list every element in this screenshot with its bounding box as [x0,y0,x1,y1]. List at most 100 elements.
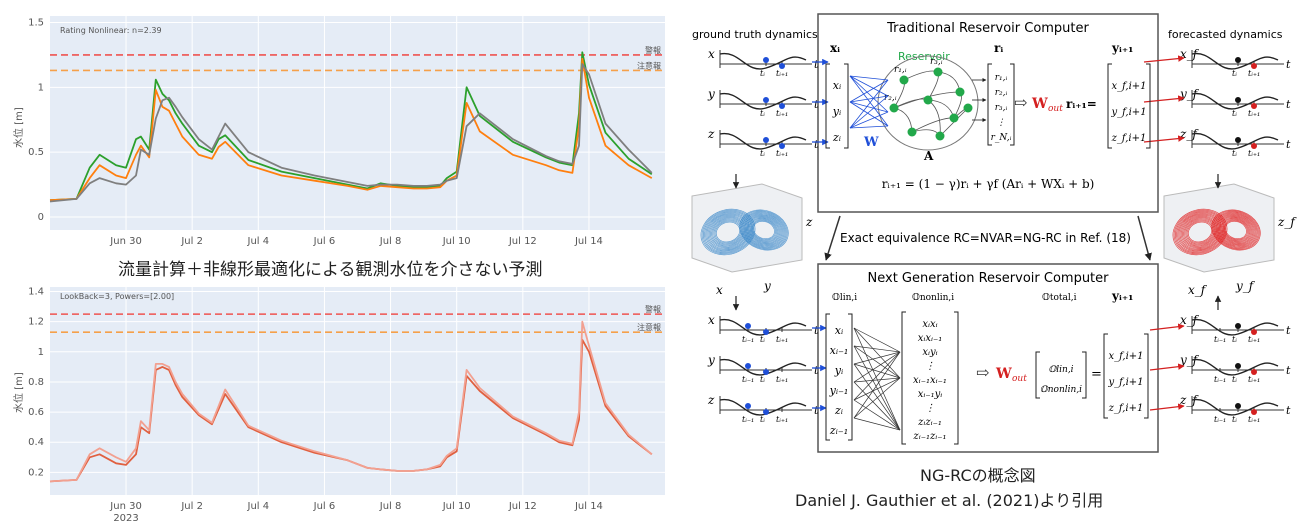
w-label: W [863,135,879,150]
time-tick-label: tᵢ [1232,335,1237,344]
attractor-loop [1179,214,1221,250]
ng-connection [853,345,901,431]
time-tick-label: tᵢ [760,149,765,158]
attractor-loop [1216,213,1256,247]
vector-entry: zᵢ₋₁zᵢ₋₁ [912,431,946,442]
sample-dot [779,63,785,69]
bracket-right [848,313,853,441]
attractor-loop [1224,220,1248,240]
x-tick-label: Jun 30 [109,236,142,247]
w-connection [849,95,889,103]
vector-entry: 𝕆nonlin,i [1040,385,1082,395]
diagram-caption-source: Daniel J. Gauthier et al. (2021)より引用 [795,491,1104,510]
ri1-eq: rᵢ₊₁= [1066,97,1097,111]
time-tick-label: tᵢ₊₁ [776,335,788,344]
ng-connection [853,345,901,379]
series-axis-label: x_f [1180,47,1200,61]
series-axis-label: x [708,47,715,61]
attractor-loop [1213,211,1259,249]
series-axis-label: z [707,393,715,407]
series-axis-label: x [708,313,715,327]
vector-entry: x_f,i+1 [1108,351,1143,362]
signal-curve [719,92,807,110]
w-connection [849,111,889,129]
w-connection [849,101,889,127]
attractor-loop [707,214,749,250]
output-arrow [1149,363,1185,371]
wout-sub: out [1048,104,1063,114]
signal-curve [1191,398,1279,416]
signal-curve [1191,318,1279,336]
y-vector: x_f,i+1 y_f,i+1 z_f,i+1 [1107,63,1151,149]
attractor-loop [1174,210,1226,254]
time-label: t [814,138,819,151]
ototal-header: 𝕆total,i [1042,293,1077,303]
r-vector: r₁,ᵢ r₂,ᵢ r₃,ᵢ ⋮ r_N,ᵢ [987,63,1015,146]
update-equation: rᵢ₊₁ = (1 − γ)rᵢ + γf (Arᵢ + WXᵢ + b) [882,177,1095,191]
vector-entry: yᵢ [834,364,843,377]
axis-x-label: x_f [1188,283,1208,297]
vector-entry: xᵢ₋₁xᵢ₋₁ [913,375,947,386]
time-tick-label: tᵢ₊₁ [1248,335,1260,344]
yi1-header-ng: yᵢ₊₁ [1111,289,1133,303]
vector-entry: z_f,i+1 [1111,133,1147,144]
y-tick-label: 0.6 [28,407,44,418]
node-label: r₃,ᵢ [930,57,943,67]
ng-connection [853,417,901,431]
bracket-left [825,313,830,441]
y-tick-label: 0 [38,212,44,223]
ngrc-diagram: ground truth dynamics forecasted dynamic… [691,13,1297,453]
attractor-loop [705,212,751,252]
olin-header: 𝕆lin,i [832,293,857,303]
vector-entry: ⋮ [997,118,1006,128]
time-label: t [1286,138,1291,151]
vector-entry: zᵢ₋₁ [829,424,848,437]
sample-dot [1251,329,1257,335]
reservoir-edge [893,91,961,109]
y-tick-label: 0.2 [28,467,44,478]
threshold-label: 注意報 [637,322,661,332]
wout-label: W [1031,96,1048,112]
x-tick-label: Jul 6 [313,501,336,512]
equals-sign: = [1091,367,1102,382]
time-tick-label: tᵢ [760,415,765,424]
sample-dot [1251,369,1257,375]
ng-connection [853,377,901,383]
bracket-right [1082,351,1087,399]
time-tick-label: tᵢ [1232,109,1237,118]
equivalence-label: Exact equivalence RC=NVAR=NG-RC in Ref. … [840,231,1131,245]
chart-annotation: Rating Nonlinear: n=2.39 [60,26,162,35]
sample-dot [1235,97,1241,103]
time-label: t [1286,58,1291,71]
ng-connection [853,345,901,353]
sample-dot [745,403,751,409]
series-line [49,57,653,202]
y-tick-label: 1 [38,82,44,93]
time-label: t [814,98,819,111]
ononlin-header: 𝕆nonlin,i [912,293,954,303]
lorenz-blue: x y z [691,183,813,297]
x-tick-label: Jul 4 [247,236,270,247]
vector-entry: z_f,i+1 [1108,403,1144,414]
x-tick-label: Jul 12 [508,501,537,512]
signal-curve [1191,358,1279,376]
vector-entry: yᵢ [832,105,841,118]
ng-connection [853,381,901,431]
x-tick-label: Jul 14 [574,236,603,247]
diagram-caption-title: NG-RCの概念図 [920,466,1036,485]
bracket-left [901,311,906,445]
node-label: r₂,ᵢ [884,93,897,103]
time-label: t [814,404,819,417]
vector-entry: zᵢ [834,404,843,417]
ngrc-title: Next Generation Reservoir Computer [868,271,1110,286]
attractor-loop [706,213,750,251]
attractor-loop [739,209,789,251]
reservoir-node [933,67,943,77]
sample-dot [779,143,785,149]
bracket-left [1107,63,1112,149]
w-connection [849,101,889,113]
attractor-loop [700,208,756,256]
time-tick-label: tᵢ₊₁ [776,415,788,424]
sample-dot [1235,323,1241,329]
